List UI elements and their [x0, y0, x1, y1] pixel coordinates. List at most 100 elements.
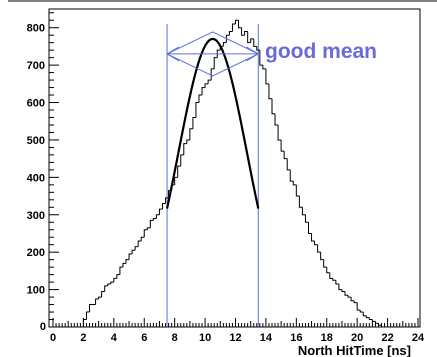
histogram-bin	[381, 325, 385, 328]
histogram-bin	[308, 222, 312, 234]
histogram-bin	[347, 295, 352, 298]
y-tick-label: 200	[27, 247, 45, 259]
histogram-bin	[198, 94, 203, 103]
histogram-bin	[298, 196, 303, 208]
histogram-bin	[134, 246, 139, 251]
annotation-lower-arrow	[166, 53, 259, 77]
histogram-bin	[122, 262, 126, 268]
x-tick-label: 8	[172, 332, 178, 344]
histogram-bin	[149, 219, 154, 228]
histogram-bin	[365, 315, 370, 319]
histogram-bin	[222, 42, 227, 47]
histogram-bin	[152, 218, 157, 221]
histogram-bin	[350, 297, 355, 302]
histogram-bin	[323, 259, 327, 268]
histogram-bin	[326, 267, 330, 274]
x-tick-label: 10	[199, 332, 211, 344]
histogram-bin	[89, 304, 93, 313]
histogram-bin	[107, 283, 111, 286]
histogram-bin	[362, 312, 367, 317]
histogram-bin	[259, 50, 263, 66]
histogram-bin	[183, 143, 187, 155]
histogram-bin	[241, 27, 245, 36]
histogram-bin	[247, 31, 251, 44]
histogram-bin	[128, 253, 133, 260]
histogram-bin	[338, 283, 342, 291]
histogram-bin	[192, 116, 196, 129]
histogram-bin	[146, 227, 151, 230]
gaussian-fit-curve	[165, 37, 260, 209]
plot-frame	[48, 8, 421, 328]
histogram-bin	[210, 68, 215, 81]
histogram-bin	[289, 169, 294, 182]
annotation-good-mean: good mean	[265, 40, 377, 63]
histogram-bin	[292, 181, 297, 186]
histogram-bin	[274, 113, 279, 126]
histogram-bin	[286, 158, 291, 171]
histogram-bin	[320, 252, 324, 261]
histogram-bin	[371, 319, 376, 322]
histogram-bin	[213, 57, 218, 69]
x-tick-label: 20	[351, 332, 363, 344]
histogram-bin	[256, 46, 260, 51]
histogram-bin	[116, 274, 120, 279]
histogram-bin	[216, 49, 221, 58]
histogram-bin	[271, 98, 276, 115]
histogram-bin	[317, 244, 321, 253]
histogram-bin	[332, 278, 336, 281]
histogram-bin	[143, 229, 148, 238]
x-tick-label: 14	[260, 332, 273, 344]
y-tick-label: 400	[27, 172, 45, 184]
y-tick-label: 800	[27, 23, 45, 35]
histogram-bin	[344, 291, 349, 296]
histogram-bin	[280, 139, 285, 152]
histogram-bin	[244, 30, 248, 36]
histogram-bin	[104, 285, 108, 292]
histogram-bin	[277, 124, 282, 141]
y-tick-label: 600	[27, 98, 45, 110]
x-tick-label: 2	[80, 332, 86, 344]
histogram-bin	[186, 139, 190, 144]
histogram-bin	[204, 83, 209, 88]
histogram-bin	[155, 214, 160, 219]
histogram-bin	[119, 266, 123, 275]
histogram-bin	[250, 38, 254, 43]
x-tick-label: 6	[141, 332, 147, 344]
histogram-bin	[341, 289, 345, 292]
histogram-bin	[162, 203, 166, 210]
histogram-bin	[311, 233, 315, 242]
histogram-bin	[253, 38, 257, 47]
histogram-bin	[359, 310, 364, 313]
histogram-bin	[231, 23, 236, 32]
x-tick-label: 0	[50, 332, 56, 344]
x-tick-label: 22	[381, 332, 393, 344]
histogram-bin	[377, 323, 382, 326]
histogram-bin	[101, 290, 105, 298]
y-tick-label: 100	[27, 285, 45, 297]
histogram-bin	[195, 102, 199, 118]
histogram-bin	[301, 207, 306, 216]
y-tick-label: 300	[27, 210, 45, 222]
x-tick-label: 4	[111, 332, 118, 344]
histogram-bin	[180, 154, 184, 167]
histogram-bin	[158, 208, 163, 215]
histogram-bin	[201, 87, 206, 96]
histogram-bin	[228, 30, 233, 36]
histogram-bin	[174, 176, 178, 185]
histogram-bin	[82, 319, 87, 327]
histogram-bin	[283, 151, 288, 160]
annotation-upper-arrow	[166, 31, 259, 55]
histogram-bin	[125, 259, 130, 264]
histogram-bin	[189, 128, 193, 140]
histogram-bin	[137, 240, 142, 247]
x-tick-label: 18	[321, 332, 333, 344]
histogram-bin	[177, 165, 181, 178]
histogram-bin	[131, 249, 136, 255]
x-axis-title: North HitTime [ns]	[298, 343, 411, 357]
x-tick-label: 16	[290, 332, 302, 344]
histogram-bin	[207, 79, 212, 84]
histogram-bin	[268, 83, 272, 100]
y-tick-label: 500	[27, 135, 45, 147]
y-tick-label-zero: 0	[40, 321, 46, 333]
histogram-bin	[356, 302, 361, 311]
